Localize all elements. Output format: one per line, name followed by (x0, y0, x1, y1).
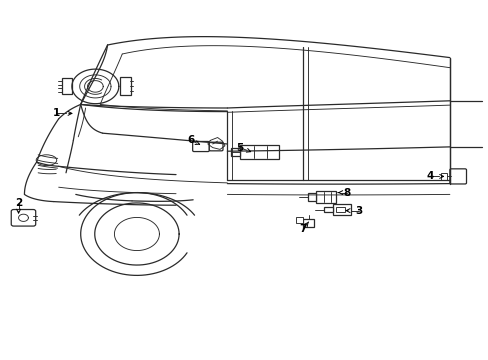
Bar (336, 207, 345, 212)
Bar (307, 193, 316, 201)
FancyBboxPatch shape (303, 219, 313, 227)
Text: 4: 4 (426, 171, 433, 181)
FancyBboxPatch shape (449, 169, 466, 184)
Bar (296, 217, 303, 223)
FancyBboxPatch shape (120, 77, 130, 95)
FancyBboxPatch shape (11, 210, 36, 226)
Text: 5: 5 (236, 143, 243, 153)
Text: 6: 6 (187, 135, 194, 145)
FancyBboxPatch shape (239, 145, 278, 159)
Text: 7: 7 (299, 224, 306, 234)
Text: 8: 8 (343, 188, 350, 198)
Bar (440, 173, 447, 180)
FancyBboxPatch shape (332, 204, 350, 215)
FancyBboxPatch shape (209, 142, 223, 151)
FancyBboxPatch shape (192, 141, 209, 152)
Text: 3: 3 (355, 206, 362, 216)
FancyBboxPatch shape (62, 78, 72, 94)
Bar (323, 207, 332, 212)
Bar (231, 148, 239, 156)
Text: 1: 1 (53, 108, 60, 118)
Text: 2: 2 (15, 198, 22, 208)
FancyBboxPatch shape (316, 191, 335, 203)
